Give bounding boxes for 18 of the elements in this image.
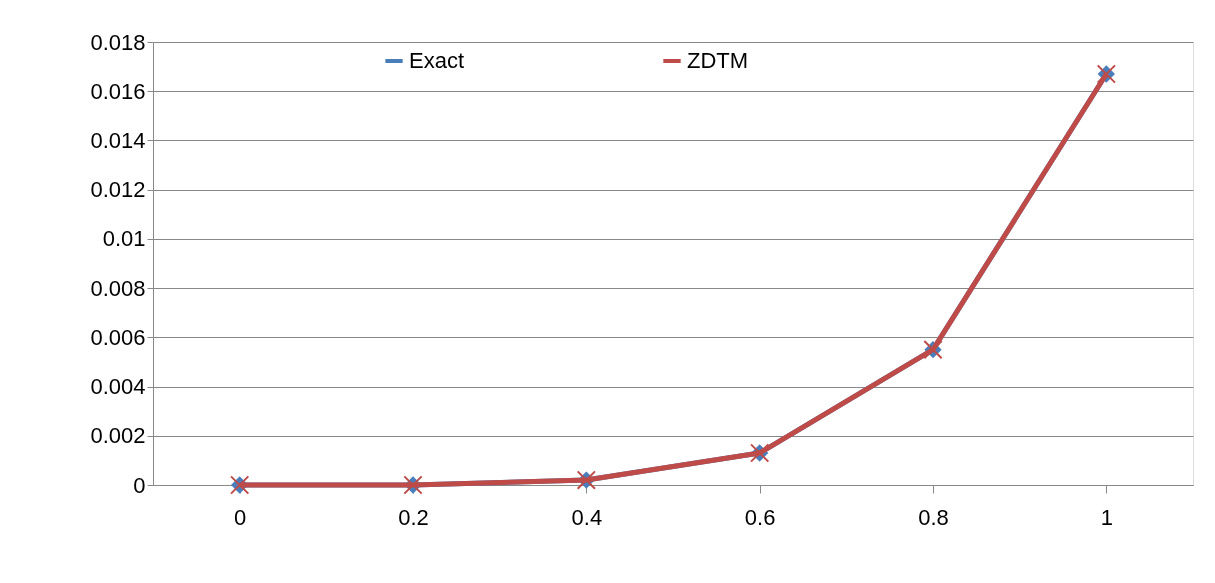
y-tick-label: 0.004 <box>90 374 146 400</box>
x-tick-label: 0 <box>234 504 247 530</box>
y-tick-label: 0.002 <box>90 423 146 449</box>
x-tick-label: 0.4 <box>571 504 603 530</box>
y-tick-label: 0.014 <box>90 127 146 153</box>
y-tick-label: 0 <box>133 472 146 498</box>
x-tick-label: 1 <box>1100 504 1113 530</box>
y-tick-label: 0.008 <box>90 275 146 301</box>
y-tick-label: 0.01 <box>102 226 146 252</box>
x-tick-label: 0.8 <box>918 504 949 530</box>
x-tick-label: 0.6 <box>744 504 776 530</box>
legend-label: ZDTM <box>687 48 749 73</box>
x-tick-label: 0.2 <box>398 504 429 530</box>
y-tick-label: 0.006 <box>90 324 146 350</box>
y-tick-label: 0.012 <box>90 177 146 203</box>
y-tick-label: 0.018 <box>90 29 146 55</box>
y-tick-label: 0.016 <box>90 78 146 104</box>
legend-label: Exact <box>409 48 465 73</box>
